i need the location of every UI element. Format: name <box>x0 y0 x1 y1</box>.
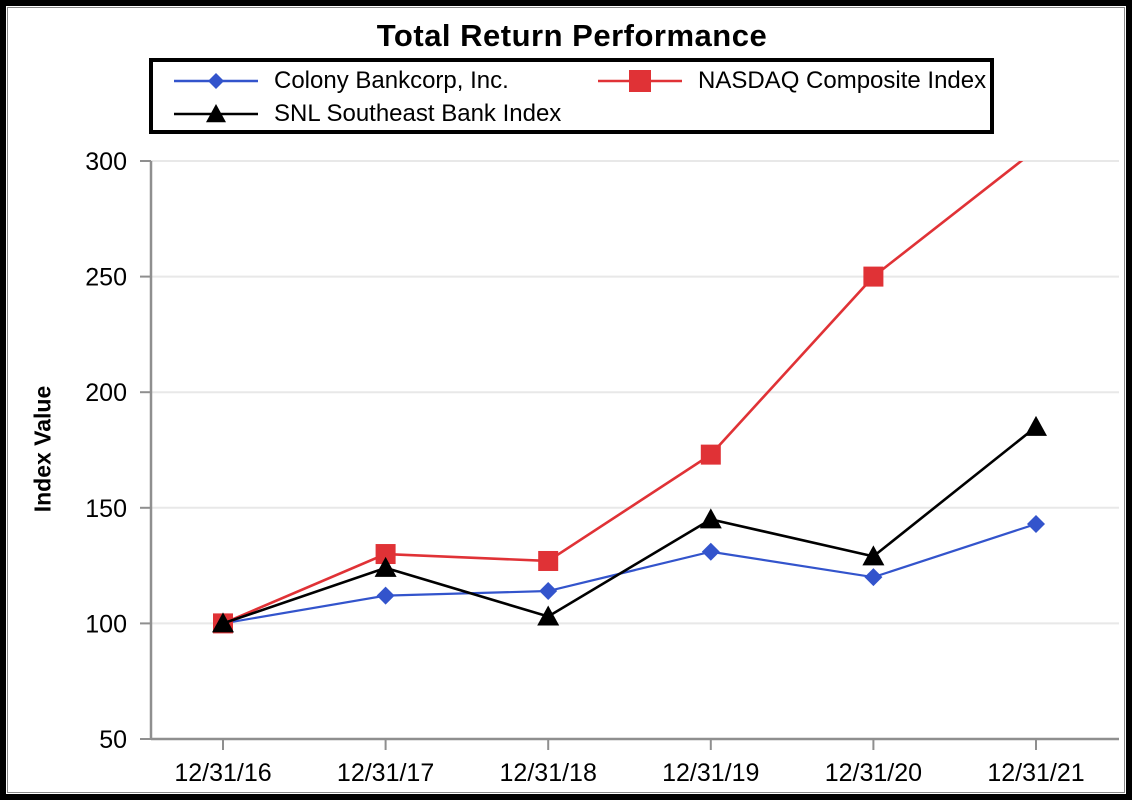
chart-title: Total Return Performance <box>376 18 768 53</box>
data-point-marker-1 <box>375 544 396 565</box>
legend-box: Colony Bankcorp, Inc. NASDAQ Composite I… <box>149 58 994 134</box>
legend-item-nasdaq-composite: NASDAQ Composite Index <box>595 67 990 95</box>
x-tick-label: 12/31/17 <box>337 759 434 787</box>
data-point-marker-2 <box>862 545 885 566</box>
chart-canvas: 50 100 150 200 250 300 12/31/16 12/31/17 12/31/1… <box>85 148 1119 787</box>
y-tick-label: 150 <box>85 495 127 523</box>
y-tick-label: 300 <box>85 148 127 176</box>
legend-label-nasdaq-composite: NASDAQ Composite Index <box>698 66 987 94</box>
legend-sample-marker <box>629 69 651 92</box>
series-line-1 <box>222 161 1024 625</box>
y-tick-label: 50 <box>99 726 127 754</box>
y-tick-label: 200 <box>85 379 127 407</box>
line-diamond-marker-icon <box>174 72 258 89</box>
data-point-marker-2 <box>699 508 722 529</box>
data-point-marker-0 <box>1027 514 1045 533</box>
data-point-marker-2 <box>537 605 560 626</box>
x-tick-label: 12/31/19 <box>662 759 759 787</box>
x-tick-label: 12/31/16 <box>174 759 271 787</box>
data-point-marker-2 <box>212 612 234 633</box>
legend-label-colony-bankcorp: Colony Bankcorp, Inc. <box>274 66 509 94</box>
data-point-marker-0 <box>701 542 720 561</box>
legend-item-snl-southeast-bank: SNL Southeast Bank Index <box>171 100 595 128</box>
data-point-marker-2 <box>1025 415 1047 436</box>
y-tick-label: 250 <box>85 264 127 292</box>
data-point-marker-1 <box>700 444 721 465</box>
data-point-marker-2 <box>374 556 397 577</box>
x-tick-label: 12/31/20 <box>825 759 922 787</box>
data-point-marker-1 <box>863 266 884 287</box>
data-point-marker-0 <box>539 582 558 601</box>
series-line-2 <box>222 425 1037 625</box>
line-triangle-marker-icon <box>174 103 258 122</box>
legend-label-snl-southeast-bank: SNL Southeast Bank Index <box>274 99 562 127</box>
line-square-marker-icon <box>598 69 682 92</box>
data-point-marker-0 <box>376 586 395 605</box>
data-point-marker-1 <box>538 550 559 571</box>
x-tick-label: 12/31/21 <box>987 759 1084 787</box>
legend-sample-marker <box>206 103 226 122</box>
series-line-0 <box>222 522 1037 625</box>
legend-item-colony-bankcorp: Colony Bankcorp, Inc. <box>171 67 595 95</box>
x-tick-label: 12/31/18 <box>500 759 597 787</box>
legend-sample-marker <box>208 72 224 89</box>
data-point-marker-0 <box>864 568 883 587</box>
y-tick-label: 100 <box>85 610 127 638</box>
